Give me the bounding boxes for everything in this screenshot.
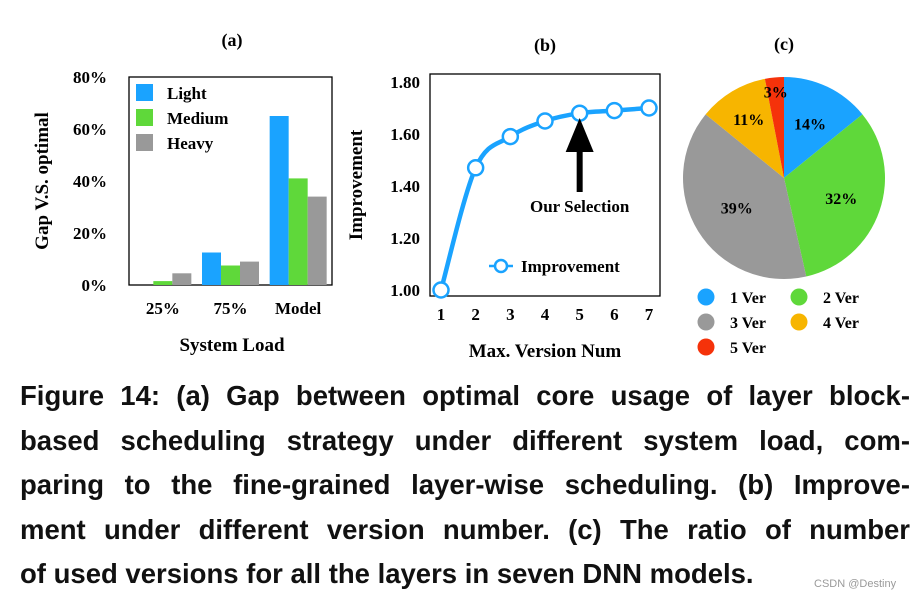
watermark: CSDN @Destiny [814,578,897,590]
caption-line: Figure 14: (a) Gap between optimal core … [20,380,910,411]
y-tick-label: 80% [73,68,107,87]
legend-marker [493,258,509,274]
bar-chart-panel: (a) 0% 20% 40% 60% 80% 25% 75% Model Light Medi… [32,30,333,356]
x-tick-label: Model [275,299,322,318]
x-tick-label: 4 [541,305,550,324]
panel-c-label: (c) [774,34,794,55]
x-tick-label: 75% [214,299,248,318]
caption-line: of used versions for all the layers in s… [20,558,754,589]
data-point [501,127,520,146]
panel-b-xlabel: Max. Version Num [469,341,622,362]
legend-entry: 5 Ver [730,340,766,357]
caption-line: ment under different version number. (c)… [20,513,910,545]
pie-slice-label: 14% [794,116,826,133]
panel-a-label: (a) [222,30,243,51]
pie-slice-label: 11% [733,112,764,129]
legend-entry: 3 Ver [730,315,766,332]
pie-chart-panel: (c) 14% 32% 39% 11%3% 1 Ver 2 Ver 3 Ver 4 Ver 5… [683,34,885,357]
annotation-arrow-head [565,118,594,152]
bar [153,281,173,285]
pie-slice-label: 39% [721,200,753,217]
pie-slice-label: 3% [764,85,788,102]
y-tick-label: 1.00 [390,281,420,300]
panel-a-ylabel: Gap V.S. optimal [32,112,53,250]
x-tick-label: 2 [471,305,480,324]
legend-entry: 1 Ver [730,290,766,307]
bar [172,273,192,285]
legend-entry: Heavy [167,134,214,153]
x-tick-label: 3 [506,305,515,324]
pie-slice [784,77,863,178]
bar [221,265,240,285]
data-point [605,101,624,120]
bar [240,261,259,285]
y-tick-label: 1.80 [390,73,420,92]
annotation-label: Our Selection [530,197,630,216]
panel-b-label: (b) [534,35,556,56]
bar [269,116,289,285]
y-tick-label: 0% [82,276,108,295]
data-point [640,99,658,117]
x-tick-label: 5 [575,305,584,324]
legend-entry: Improvement [521,257,620,276]
figure-caption: Figure 14: (a) Gap between optimal core … [20,374,910,597]
legend-swatch [136,109,153,126]
pie-slice [784,114,885,277]
y-tick-label: 1.60 [390,125,420,144]
legend-entry: Light [167,84,207,103]
data-point [466,159,485,177]
legend-swatch [136,84,153,101]
panel-a-xlabel: System Load [179,335,284,356]
pie-slice [764,77,784,178]
legend-entry: Medium [167,109,228,128]
x-tick-label: 7 [645,305,654,324]
caption-line: paring to the fine-grained layer-wise sc… [20,469,910,500]
caption-line: based scheduling strategy under differen… [20,424,910,456]
data-point [432,281,450,299]
x-tick-label: 25% [146,299,180,318]
legend-marker [697,338,715,356]
pie-slice [705,78,784,178]
panel-b-frame [429,73,661,297]
bar [202,252,221,285]
panel-b-ylabel: Improvement [346,129,367,240]
legend-entry: 2 Ver [823,290,859,307]
x-tick-label: 6 [610,305,619,324]
legend-swatch [136,134,153,151]
legend-marker [790,288,808,306]
legend-entry: 4 Ver [823,315,859,332]
x-tick-label: 1 [437,305,446,324]
legend-marker [697,313,715,331]
y-tick-label: 20% [73,224,107,243]
line-chart-panel: (b) 1.00 1.20 1.40 1.60 1.80 1 2 3 4 5 6 7 Our Sel… [346,35,661,362]
figure-panels: (a) 0% 20% 40% 60% 80% 25% 75% Model Light Medi… [32,30,885,362]
bar [307,196,327,285]
y-tick-label: 60% [73,120,107,139]
y-tick-label: 1.20 [390,229,420,248]
y-tick-label: 1.40 [390,177,420,196]
data-point [536,112,554,130]
y-tick-label: 40% [73,172,107,191]
pie-slice-label: 32% [825,191,857,208]
pie-slice [683,114,807,279]
bar [288,178,308,285]
legend-marker [790,313,808,331]
legend-marker [697,288,715,306]
